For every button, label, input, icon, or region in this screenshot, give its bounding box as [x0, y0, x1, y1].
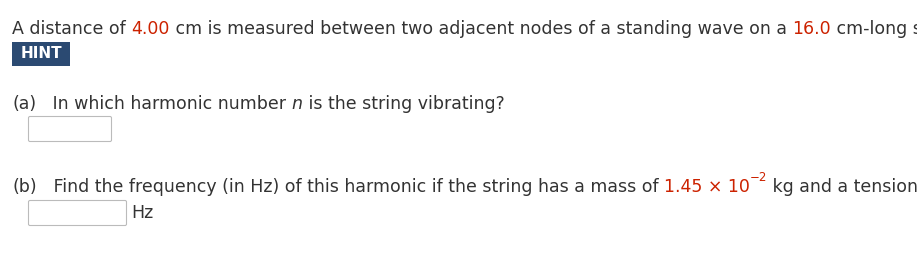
Text: 4.00: 4.00: [131, 20, 170, 38]
Text: In which harmonic number: In which harmonic number: [36, 95, 292, 113]
Text: −2: −2: [749, 171, 767, 184]
Text: cm is measured between two adjacent nodes of a standing wave on a: cm is measured between two adjacent node…: [170, 20, 792, 38]
Text: (a): (a): [12, 95, 36, 113]
Text: is the string vibrating?: is the string vibrating?: [303, 95, 504, 113]
Text: Hz: Hz: [131, 204, 153, 222]
Text: A distance of: A distance of: [12, 20, 131, 38]
Bar: [12, 42, 70, 66]
Text: kg and a tension of: kg and a tension of: [767, 178, 917, 196]
Text: cm-long string.: cm-long string.: [831, 20, 917, 38]
Text: n: n: [292, 95, 303, 113]
Text: 16.0: 16.0: [792, 20, 831, 38]
FancyBboxPatch shape: [28, 117, 112, 142]
Text: HINT: HINT: [20, 46, 61, 61]
FancyBboxPatch shape: [28, 201, 127, 226]
Text: Find the frequency (in Hz) of this harmonic if the string has a mass of: Find the frequency (in Hz) of this harmo…: [37, 178, 664, 196]
Text: (b): (b): [12, 178, 37, 196]
Text: 1.45 × 10: 1.45 × 10: [664, 178, 749, 196]
